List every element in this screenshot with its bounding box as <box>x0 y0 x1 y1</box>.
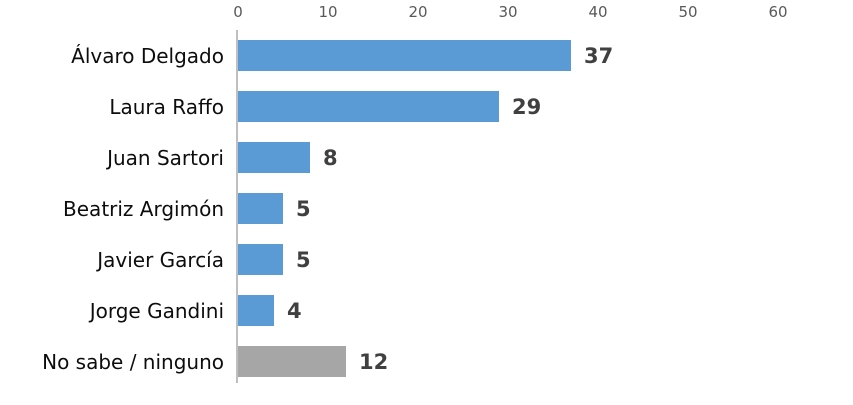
category-label: No sabe / ninguno <box>42 349 224 374</box>
category-label: Beatriz Argimón <box>63 196 224 221</box>
value-label: 12 <box>359 349 389 374</box>
value-label: 5 <box>296 196 311 221</box>
chart-row: Jorge Gandini 4 <box>0 295 613 326</box>
category-label: Javier García <box>97 247 224 272</box>
bar <box>238 346 346 377</box>
chart-row: No sabe / ninguno 12 <box>0 346 613 377</box>
chart-row: Juan Sartori 8 <box>0 142 613 173</box>
x-axis-tick-label: 60 <box>768 3 788 21</box>
chart-row: Laura Raffo 29 <box>0 91 613 122</box>
x-axis-tick-label: 30 <box>498 3 518 21</box>
chart-row: Javier García 5 <box>0 244 613 275</box>
bar <box>238 193 283 224</box>
chart-row: Beatriz Argimón 5 <box>0 193 613 224</box>
value-label: 4 <box>287 298 302 323</box>
chart-rows: Álvaro Delgado 37 Laura Raffo 29 Juan Sa… <box>0 40 613 397</box>
category-label: Juan Sartori <box>107 145 224 170</box>
category-label: Jorge Gandini <box>89 298 224 323</box>
value-label: 37 <box>584 43 614 68</box>
chart-row: Álvaro Delgado 37 <box>0 40 613 71</box>
value-label: 8 <box>323 145 338 170</box>
x-axis-tick-label: 20 <box>408 3 428 21</box>
bar <box>238 40 571 71</box>
value-label: 5 <box>296 247 311 272</box>
x-axis-tick-label: 0 <box>233 3 243 21</box>
bar <box>238 142 310 173</box>
category-label: Álvaro Delgado <box>71 43 224 68</box>
bar <box>238 91 499 122</box>
bar <box>238 244 283 275</box>
bar <box>238 295 274 326</box>
x-axis-tick-label: 10 <box>318 3 338 21</box>
category-label: Laura Raffo <box>109 94 224 119</box>
y-axis-line <box>236 30 238 383</box>
x-axis-tick-label: 50 <box>678 3 698 21</box>
value-label: 29 <box>512 94 542 119</box>
x-axis-tick-label: 40 <box>588 3 608 21</box>
